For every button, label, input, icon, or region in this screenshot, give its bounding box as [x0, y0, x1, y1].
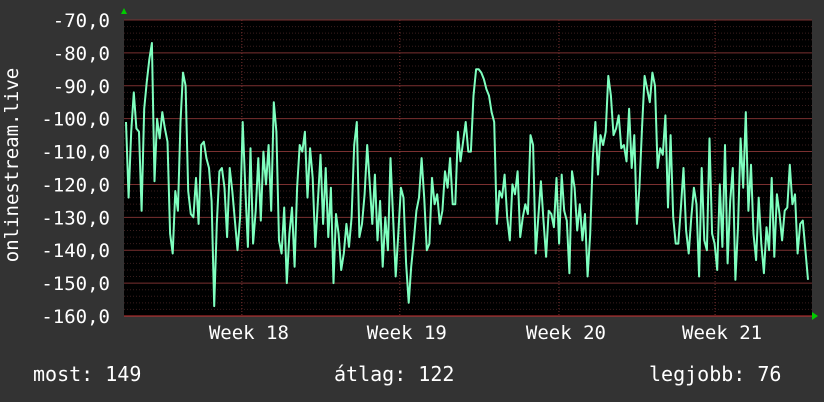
y-tick-label: -130,0	[41, 207, 110, 229]
y-tick-label: -140,0	[41, 240, 110, 262]
stat-best: legjobb: 76	[649, 362, 782, 386]
y-axis-label: onlinestream.live	[1, 68, 23, 262]
x-tick-label: Week 18	[209, 322, 289, 344]
stat-average: átlag: 122	[334, 362, 455, 386]
x-tick-label: Week 20	[526, 322, 606, 344]
y-tick-label: -150,0	[41, 273, 110, 295]
x-tick-label: Week 19	[367, 322, 447, 344]
y-tick-label: -120,0	[41, 174, 110, 196]
axes	[121, 8, 818, 320]
y-tick-label: -100,0	[41, 109, 110, 131]
y-tick-label: -80,0	[53, 43, 110, 65]
y-axis-arrow	[121, 8, 127, 14]
y-tick-label: -110,0	[41, 142, 110, 164]
stat-current: most: 149	[33, 362, 142, 386]
y-tick-labels: -70,0 -80,0 -90,0 -100,0 -110,0 -120,0 -130,0 -…	[41, 10, 110, 328]
x-tick-label: Week 21	[682, 322, 762, 344]
y-tick-label: -90,0	[53, 76, 110, 98]
series-line	[125, 42, 809, 308]
x-tick-labels: Week 18 Week 19 Week 20 Week 21	[209, 322, 762, 344]
chart-svg: -70,0 -80,0 -90,0 -100,0 -110,0 -120,0 -130,0 -…	[1, 8, 818, 344]
y-tick-label: -160,0	[41, 306, 110, 328]
y-tick-label: -70,0	[53, 10, 110, 32]
x-axis-arrow	[812, 312, 818, 320]
plot-area	[124, 20, 812, 316]
